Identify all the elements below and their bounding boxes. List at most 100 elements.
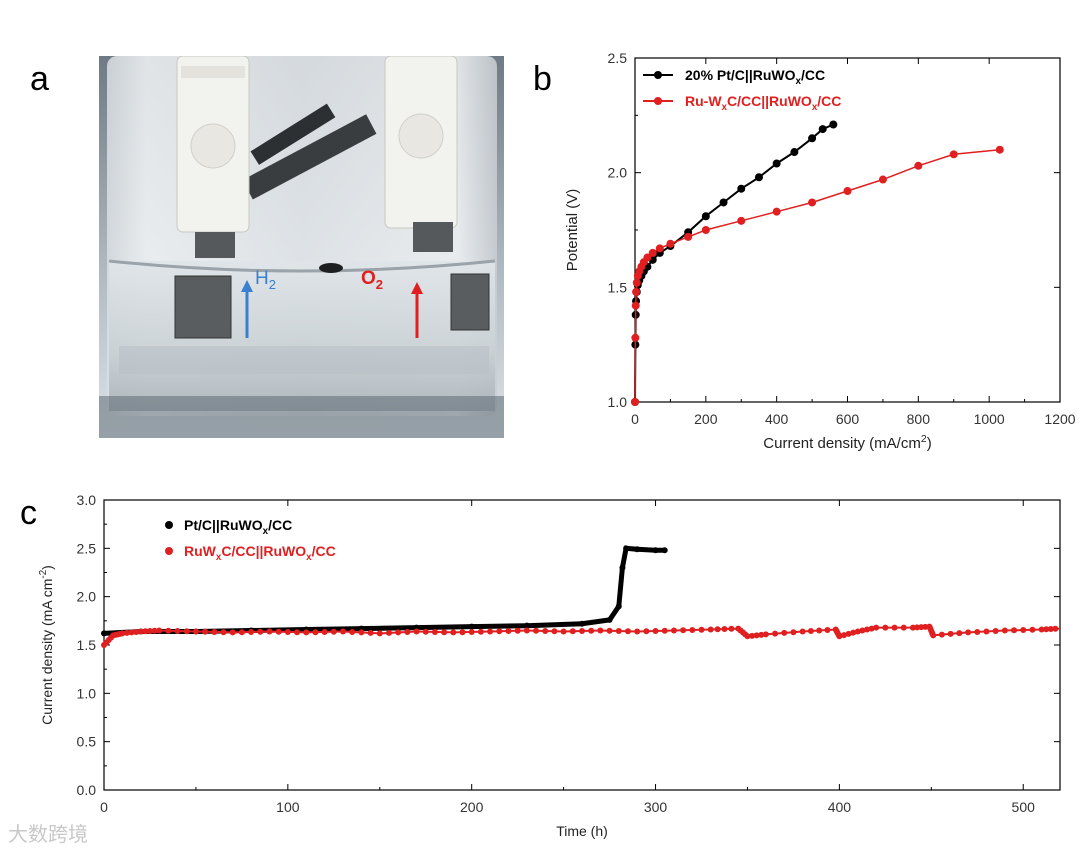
panel-label-c: c [20, 494, 37, 532]
data-point [1011, 627, 1018, 634]
data-point [891, 624, 898, 631]
plot-frame [634, 57, 1061, 403]
data-point [459, 629, 466, 636]
data-point [859, 627, 866, 634]
data-point [119, 630, 126, 637]
data-point [863, 626, 870, 633]
y-tick-label: 1.0 [608, 394, 628, 410]
h2-label: H2 [255, 268, 276, 292]
data-point [737, 184, 746, 193]
data-point [698, 626, 705, 633]
legend-label-1: RuWxC/CC||RuWOx/CC [184, 543, 336, 563]
data-point [220, 629, 227, 636]
data-point [995, 145, 1004, 154]
data-point [670, 627, 677, 634]
x-axis-label: Current density (mA/cm2) [763, 433, 931, 452]
data-point [142, 628, 149, 635]
legend-label-0: 20% Pt/C||RuWOx/CC [685, 67, 825, 87]
data-point [202, 628, 209, 635]
h2-arrow-head [241, 280, 253, 292]
data-point [321, 628, 328, 635]
data-point [101, 630, 107, 637]
electrolyte-water [109, 261, 495, 411]
stability-chart: 0 100 200 300 400 500 0.0 0.5 1.0 1.5 2.0 2.5 3.0 Tim… [38, 492, 1061, 839]
data-point [431, 628, 438, 635]
data-point [404, 628, 411, 635]
data-point [151, 627, 158, 634]
anode-electrode [450, 273, 490, 331]
data-point [799, 628, 806, 635]
data-point [965, 629, 972, 636]
series-line-0 [634, 123, 834, 403]
data-point [947, 630, 954, 637]
data-point [648, 248, 657, 257]
polarization-chart: 0 200 400 600 800 1000 1200 1.0 1.5 2.0 2.5 Current… [564, 50, 1076, 452]
data-point [349, 628, 356, 635]
data-point [631, 333, 640, 342]
y-tick-label: 1.0 [77, 685, 97, 701]
y-tick-label: 1.5 [77, 637, 97, 653]
x-tick-label: 200 [694, 411, 718, 427]
legend-label-0: Pt/C||RuWOx/CC [184, 517, 292, 537]
data-point [900, 624, 907, 631]
data-point [294, 629, 301, 636]
data-point [930, 632, 937, 639]
data-point [533, 627, 540, 634]
data-point [569, 628, 576, 635]
electrolysis-photo: H2 O2 [99, 56, 504, 438]
data-point [843, 187, 852, 196]
data-point [312, 629, 319, 636]
data-point [597, 627, 604, 634]
data-point [631, 398, 639, 406]
x-tick-label: 1000 [974, 411, 1005, 427]
data-point [824, 627, 831, 634]
data-point [652, 627, 659, 634]
left-holder-screw [190, 123, 236, 169]
cathode-electrode [174, 275, 232, 339]
o2-label: O2 [361, 268, 383, 292]
data-point [551, 628, 558, 635]
data-point [367, 629, 374, 636]
data-point [523, 627, 530, 634]
x-tick-label: 600 [836, 411, 860, 427]
data-point [174, 627, 181, 634]
data-point [873, 624, 880, 631]
data-point [850, 629, 857, 636]
data-point [772, 207, 781, 216]
data-point [790, 148, 799, 157]
right-holder-screw [398, 113, 444, 159]
legend-label-1: Ru-WxC/CC||RuWOx/CC [685, 93, 841, 113]
data-point [441, 629, 448, 636]
beaker-bottom-reflection [119, 346, 489, 374]
data-point [385, 629, 392, 636]
data-point [1038, 626, 1045, 633]
data-point [808, 198, 817, 207]
data-point [632, 278, 641, 287]
y-tick-label: 2.5 [608, 50, 628, 66]
data-point [579, 620, 585, 627]
data-point [422, 628, 429, 635]
data-point [376, 630, 383, 637]
y-tick-label: 2.0 [77, 589, 97, 605]
data-point [772, 630, 779, 637]
data-point [632, 287, 641, 296]
legend-marker [165, 547, 173, 555]
data-point [719, 198, 728, 207]
data-point [588, 627, 595, 634]
data-point [615, 627, 622, 634]
x-tick-label: 1200 [1044, 411, 1075, 427]
data-point [606, 627, 613, 634]
data-point [477, 628, 484, 635]
y-axis-label: Current density (mA cm-2) [38, 565, 55, 725]
data-point [284, 628, 291, 635]
data-point [728, 625, 735, 632]
data-point [248, 628, 255, 635]
panel-label-a: a [30, 60, 49, 98]
data-point [882, 624, 889, 631]
data-point [123, 629, 130, 636]
watermark-text: 大数跨境 [8, 822, 88, 846]
water-surface [108, 259, 496, 273]
data-point [762, 631, 769, 638]
dark-rod-2 [250, 103, 336, 165]
data-point [257, 628, 264, 635]
